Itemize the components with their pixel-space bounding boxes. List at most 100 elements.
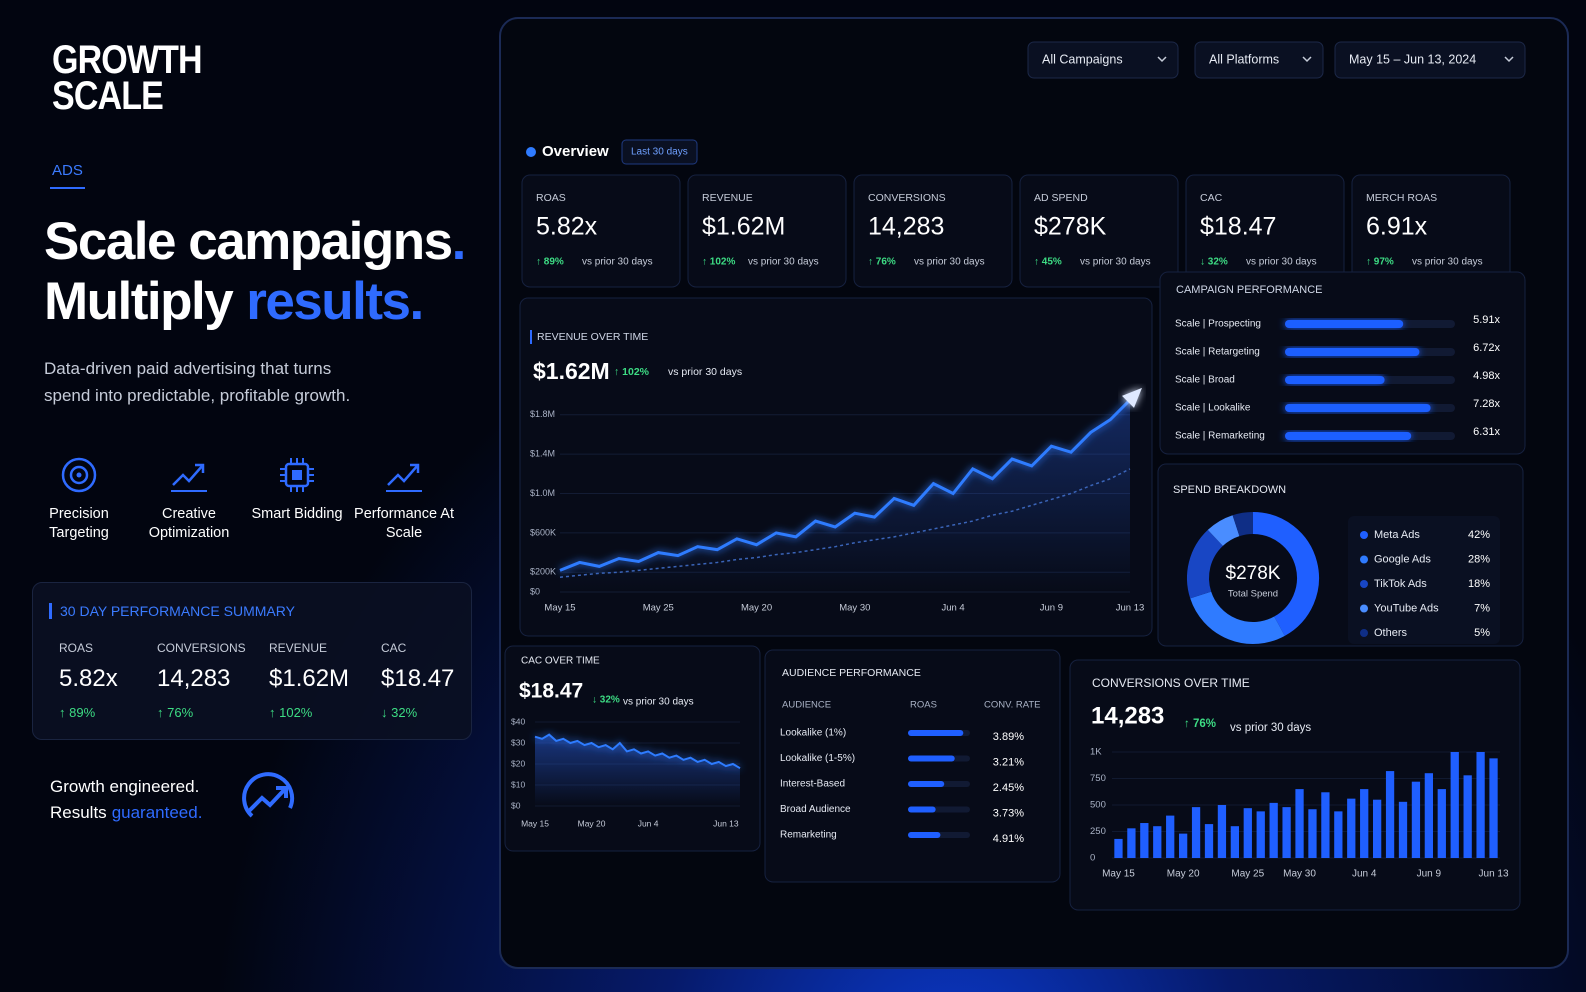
x-tick-label: May 15 [1102, 869, 1135, 880]
accent [530, 330, 532, 344]
range-label: Last 30 days [631, 147, 688, 158]
y-tick-label: $1.0M [530, 488, 555, 498]
label: CAC [381, 641, 407, 655]
feature-label: Creative Optimization [148, 506, 230, 541]
filter-dropdown[interactable] [1194, 41, 1324, 79]
y-tick-label: $10 [511, 779, 525, 789]
x-tick-label: May 15 [544, 603, 575, 614]
tagline: Growth engineered. Results guaranteed. [50, 774, 202, 826]
value-label: 5.91x [1473, 314, 1500, 326]
feature: Smart Bidding [242, 455, 352, 524]
y-tick-label: $600K [530, 527, 556, 537]
x-tick-label: Jun 13 [1479, 869, 1509, 880]
y-tick-label: 250 [1090, 826, 1106, 837]
value-label: 4.98x [1473, 370, 1500, 382]
logo-line: SCALE [52, 74, 164, 118]
kpi-note: vs prior 30 days [1246, 257, 1317, 268]
bar [1334, 811, 1343, 858]
bar [1127, 828, 1136, 858]
change: ↑ 102% [269, 705, 313, 720]
bar [1372, 799, 1382, 858]
conv-rate: 3.21% [993, 756, 1024, 768]
bar [1437, 789, 1446, 858]
bar [1360, 789, 1369, 858]
bar [1153, 826, 1162, 858]
legend-label: Others [1374, 627, 1408, 639]
bar [908, 755, 955, 762]
bar [1204, 824, 1214, 858]
bar [1178, 833, 1188, 858]
bar [1308, 809, 1317, 858]
bar [1191, 807, 1201, 858]
column-header: CONV. RATE [984, 700, 1041, 711]
x-tick-label: May 20 [741, 603, 772, 614]
kpi-value: 14,283 [868, 213, 944, 241]
summary-item: CONVERSIONS 14,283 ↑ 76% [157, 641, 267, 720]
audience-name: Interest-Based [780, 779, 845, 790]
audience-name: Lookalike (1%) [780, 728, 846, 739]
summary-card: 30 DAY PERFORMANCE SUMMARY ROAS 5.82x ↑ 89… [32, 582, 472, 740]
kpi-note: vs prior 30 days [1412, 257, 1483, 268]
chart-value: $18.47 [519, 680, 583, 703]
logo-line: GROWTH [52, 38, 203, 82]
summary-item: REVENUE $1.62M ↑ 102% [269, 641, 379, 720]
headline-accent: results. [246, 272, 424, 331]
x-tick-label: Jun 13 [713, 818, 739, 828]
icon [171, 463, 207, 492]
legend-dot [1360, 531, 1368, 539]
card [853, 174, 1013, 288]
chart-note: vs prior 30 days [1230, 722, 1311, 734]
chart-note: vs prior 30 days [623, 697, 694, 708]
summary-item: ROAS 5.82x ↑ 89% [59, 641, 169, 720]
kpi-note: vs prior 30 days [914, 257, 985, 268]
value: $1.62M [269, 665, 350, 692]
y-tick-label: 500 [1090, 800, 1106, 811]
chart-value: 14,283 [1091, 702, 1164, 729]
icon [386, 463, 422, 492]
y-tick-label: $200K [530, 567, 556, 577]
column-header: AUDIENCE [782, 700, 831, 711]
filter-dropdown[interactable] [1334, 41, 1526, 79]
value: 5.82x [59, 665, 118, 692]
range-button[interactable] [621, 139, 698, 165]
bar [1243, 808, 1252, 858]
y-tick-label: $30 [511, 737, 525, 747]
comparison-line [559, 468, 1131, 578]
bar [1285, 348, 1420, 356]
change: ↑ 89% [59, 705, 96, 720]
kpi-label: MERCH ROAS [1366, 192, 1437, 204]
donut-slice [1190, 591, 1285, 644]
legend-dot [1360, 555, 1368, 564]
legend-label: Meta Ads [1374, 529, 1420, 541]
feature-label: Smart Bidding [251, 506, 343, 522]
chart-title: CAC OVER TIME [521, 656, 600, 667]
kpi-value: 5.82x [536, 213, 598, 241]
kpi-change: ↓ 32% [1200, 257, 1228, 268]
x-tick-label: May 20 [578, 818, 606, 828]
value-label: 6.31x [1473, 426, 1500, 438]
x-tick-label: May 20 [1167, 869, 1200, 880]
overview-title: Overview [542, 143, 609, 160]
bar [1285, 376, 1385, 384]
kpi-change: ↑ 45% [1034, 257, 1062, 268]
chart-title: CAMPAIGN PERFORMANCE [1176, 284, 1322, 296]
chevron [1302, 56, 1312, 63]
kpi-label: CAC [1200, 192, 1223, 204]
kpi-note: vs prior 30 days [582, 257, 653, 268]
summary-title: 30 DAY PERFORMANCE SUMMARY [49, 603, 295, 619]
feature: Precision Targeting [24, 455, 134, 543]
bar [1140, 823, 1149, 858]
feature: Performance At Scale [349, 455, 459, 543]
feature-label: Performance At Scale [354, 506, 454, 541]
bar [1450, 752, 1459, 858]
tagline-text: Results [50, 803, 107, 822]
bar [908, 781, 945, 787]
audience-name: Remarketing [780, 830, 837, 841]
arrow-head [1122, 387, 1142, 408]
donut-label: Total Spend [1228, 589, 1278, 600]
filter-dropdown[interactable] [1027, 41, 1179, 79]
area [560, 399, 1130, 592]
x-tick-label: Jun 4 [638, 818, 659, 828]
